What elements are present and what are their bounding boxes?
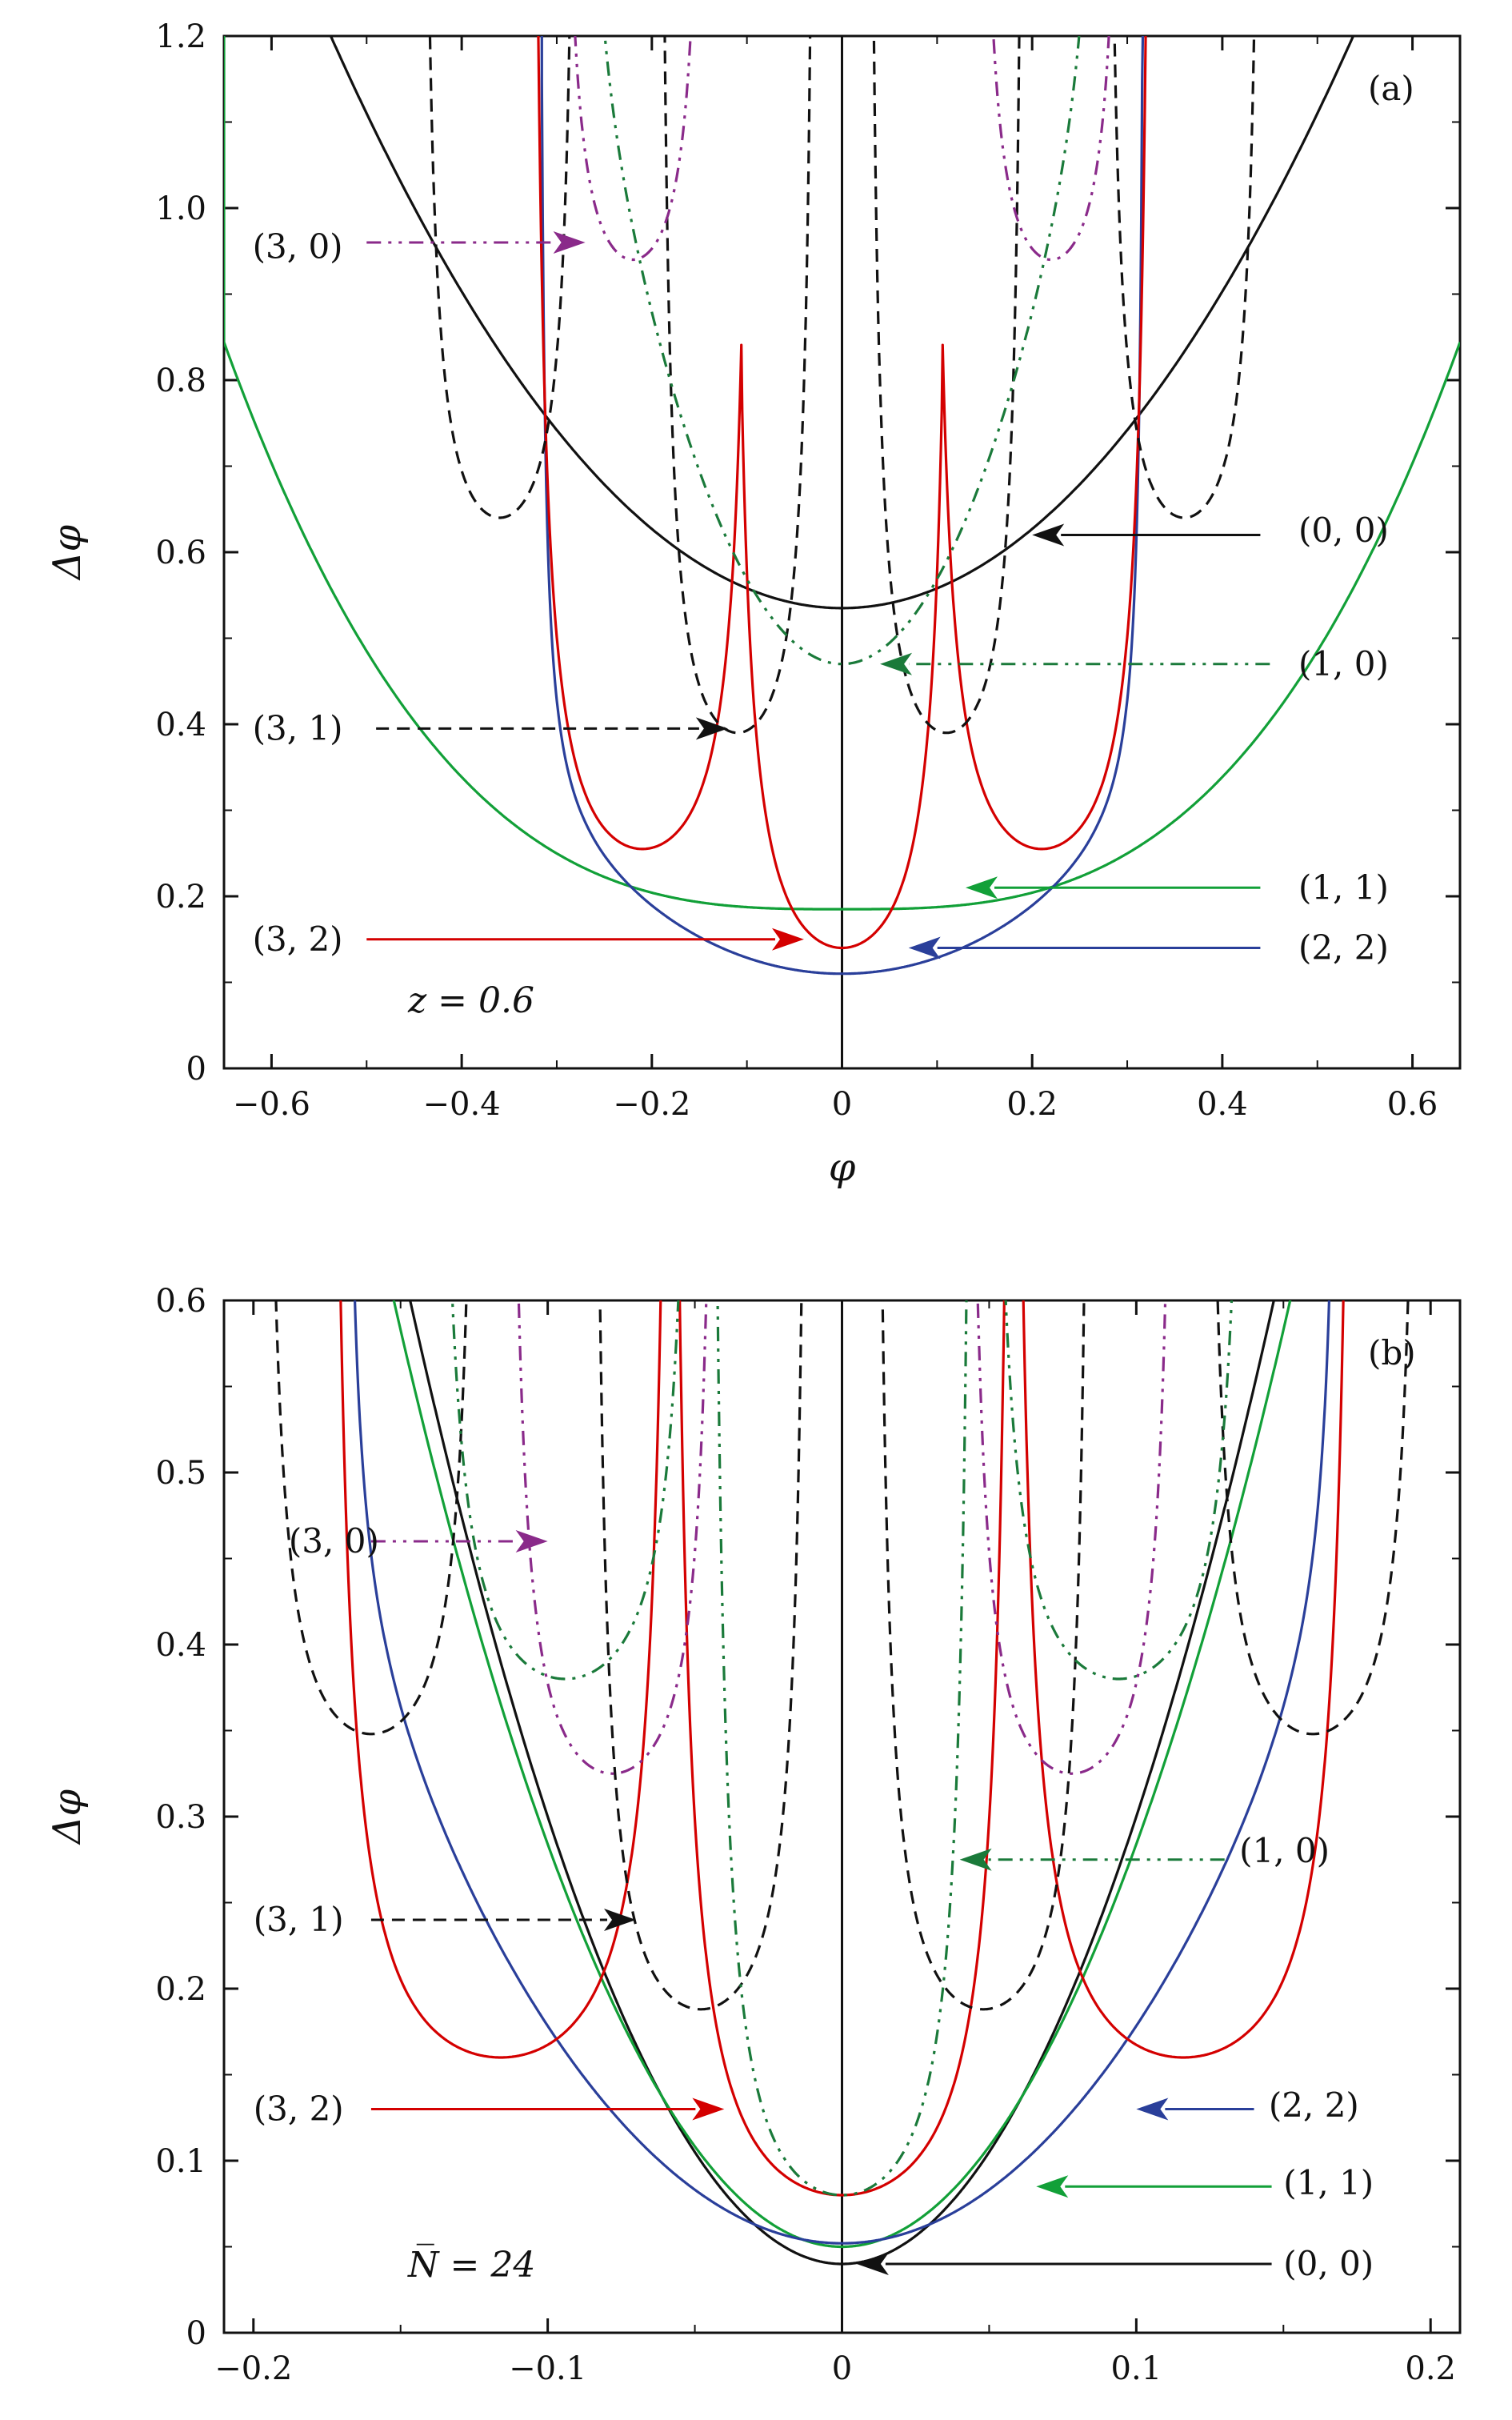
y-tick-label: 0.8 bbox=[155, 363, 206, 399]
x-tick-label: 0 bbox=[832, 2350, 852, 2387]
annotation-label: (1, 0) bbox=[1298, 644, 1389, 683]
annotation-arrowhead bbox=[771, 928, 804, 951]
annotation-label: (2, 2) bbox=[1269, 2085, 1359, 2125]
annotation-arrowhead bbox=[880, 652, 913, 675]
series-32-line bbox=[339, 1300, 1345, 2197]
y-tick-label: 1.2 bbox=[155, 18, 206, 55]
series-00-line bbox=[329, 36, 1355, 610]
x-tick-label: 0.2 bbox=[1405, 2350, 1456, 2387]
curves bbox=[274, 1300, 1410, 2333]
x-tick-label: 0.1 bbox=[1111, 2350, 1162, 2387]
x-tick-label: −0.1 bbox=[509, 2350, 586, 2387]
series-11-line bbox=[392, 1300, 1292, 2249]
x-tick-label: −0.2 bbox=[214, 2350, 292, 2387]
x-axis-label: φ bbox=[829, 2410, 856, 2420]
parameter-label: N̅ = 24 bbox=[407, 2243, 535, 2286]
annotation-arrowhead bbox=[908, 936, 941, 960]
series-30-line bbox=[574, 36, 1110, 262]
y-tick-label: 0 bbox=[186, 2315, 206, 2352]
x-tick-label: −0.6 bbox=[233, 1086, 310, 1123]
annotation-label: (1, 0) bbox=[1239, 1831, 1330, 1870]
annotation-label: (1, 1) bbox=[1283, 2163, 1374, 2202]
annotation-arrowhead bbox=[692, 2097, 725, 2121]
annotation-arrowhead bbox=[695, 717, 728, 740]
annotation-label: (3, 1) bbox=[254, 1900, 344, 1939]
series-10-line bbox=[603, 36, 1081, 666]
curves bbox=[224, 36, 1460, 1068]
x-tick-label: 0 bbox=[832, 1086, 852, 1123]
y-tick-label: 0.6 bbox=[155, 535, 206, 571]
series-31-line bbox=[274, 1300, 1410, 2011]
y-tick-label: 1.0 bbox=[155, 190, 206, 227]
annotation-label: (1, 1) bbox=[1298, 867, 1389, 907]
series-31-line bbox=[428, 36, 1256, 735]
series-22-line bbox=[540, 36, 1145, 976]
y-tick-label: 0.2 bbox=[155, 879, 206, 916]
y-tick-label: 0.1 bbox=[155, 2143, 206, 2180]
annotation-label: (3, 0) bbox=[253, 226, 343, 266]
panel-label: (b) bbox=[1368, 1333, 1416, 1372]
panel-b-chart: −0.2 −0.1 0 0.1 0.2 0 0.1 0.2 0.3 0.4 0.5 0.6 φ Δφ (b)… bbox=[45, 1283, 1462, 2420]
x-tick-label: −0.2 bbox=[613, 1086, 690, 1123]
x-tick-label: 0.2 bbox=[1006, 1086, 1058, 1123]
series-30-line bbox=[517, 1300, 1167, 1775]
annotation-arrowhead bbox=[966, 876, 998, 899]
annotation-arrowhead bbox=[604, 1909, 636, 1931]
annotation-arrowhead bbox=[1036, 2175, 1069, 2198]
x-tick-label: 0.6 bbox=[1387, 1086, 1438, 1123]
panel-a-chart: −0.6 −0.4 −0.2 0 0.2 0.4 0.6 0 0.2 0.4 0.6 0.8 1.0 1.… bbox=[45, 18, 1462, 1190]
series-22-line bbox=[353, 1300, 1331, 2245]
y-tick-label: 0 bbox=[186, 1051, 206, 1088]
series-00-line bbox=[409, 1300, 1275, 2266]
annotation-label: (0, 0) bbox=[1283, 2244, 1374, 2283]
annotation-label: (3, 2) bbox=[253, 920, 343, 959]
y-axis-label: Δφ bbox=[45, 1789, 90, 1845]
annotation-label: (0, 0) bbox=[1298, 511, 1389, 550]
y-axis-label: Δφ bbox=[45, 524, 90, 581]
y-tick-label: 0.4 bbox=[155, 707, 206, 743]
annotation-label: (3, 0) bbox=[289, 1521, 379, 1561]
y-tick-label: 0.2 bbox=[155, 1971, 206, 2008]
x-axis-label: φ bbox=[829, 1145, 856, 1190]
series-11-line bbox=[224, 36, 1460, 911]
series-32-line bbox=[537, 36, 1147, 950]
annotation-arrowhead bbox=[1136, 2097, 1169, 2121]
annotation-arrowhead bbox=[959, 1848, 992, 1871]
annotation-label: (3, 2) bbox=[254, 2089, 344, 2129]
y-tick-label: 0.4 bbox=[155, 1627, 206, 1664]
panel-label: (a) bbox=[1368, 69, 1414, 108]
parameter-label: z = 0.6 bbox=[407, 980, 534, 1021]
x-tick-label: −0.4 bbox=[423, 1086, 501, 1123]
annotation-arrowhead bbox=[856, 2253, 889, 2275]
series-10-line bbox=[450, 1300, 1234, 2197]
y-tick-label: 0.3 bbox=[155, 1799, 206, 1836]
annotation-label: (3, 1) bbox=[253, 708, 343, 747]
annotation-arrowhead bbox=[553, 231, 586, 254]
x-tick-label: 0.4 bbox=[1197, 1086, 1248, 1123]
annotation-label: (2, 2) bbox=[1298, 928, 1389, 968]
annotation-arrowhead bbox=[515, 1530, 548, 1553]
annotation-arrowhead bbox=[1032, 523, 1065, 547]
y-tick-label: 0.5 bbox=[155, 1455, 206, 1492]
y-tick-label: 0.6 bbox=[155, 1283, 206, 1320]
